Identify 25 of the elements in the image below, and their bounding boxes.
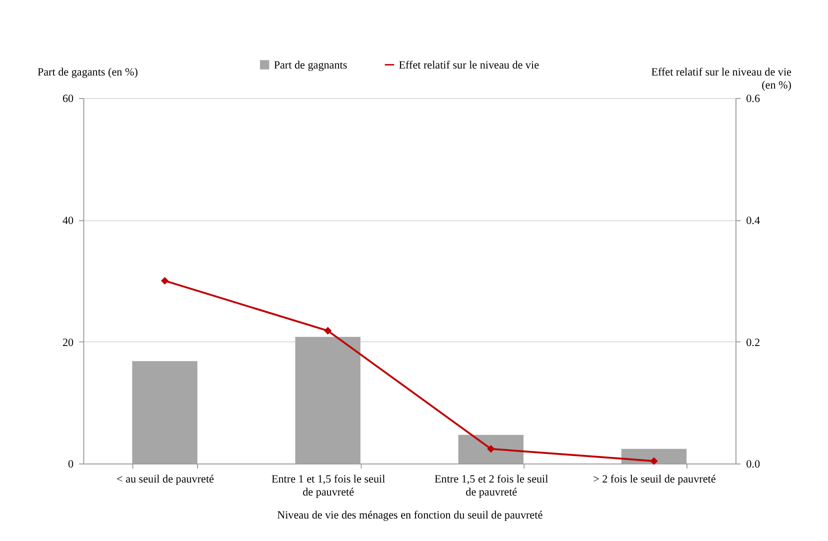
y-tick-label: 40 bbox=[62, 215, 74, 228]
x-tick-label: Entre 1 et 1,5 fois le seuil de pauvreté bbox=[271, 473, 386, 498]
point bbox=[161, 277, 168, 284]
point bbox=[487, 445, 494, 452]
x-tick-label: > 2 fois le seuil de pauvreté bbox=[593, 473, 716, 486]
y-tick-label: 60 bbox=[62, 93, 74, 106]
point bbox=[650, 458, 658, 465]
y2-axis-title: Effet relatif sur le niveau de vie (en %) bbox=[651, 66, 792, 92]
bar bbox=[621, 448, 687, 464]
y2-tick-label: 0.4 bbox=[746, 215, 760, 228]
point bbox=[324, 327, 332, 334]
x-tick-label: < au seuil de pauvreté bbox=[116, 473, 214, 486]
legend-label: Effet relatif sur le niveau de vie bbox=[398, 59, 540, 72]
y-axis-title: Part de gagants (en %) bbox=[37, 66, 138, 78]
y2-tick-label: 0.2 bbox=[746, 336, 760, 349]
y2-tick-label: 0.0 bbox=[746, 458, 760, 471]
bar bbox=[132, 361, 198, 464]
bar bbox=[458, 434, 524, 464]
y2-tick-label: 0.6 bbox=[746, 93, 760, 106]
x-tick-label: Entre 1,5 et 2 fois le seuil de pauvreté bbox=[434, 473, 548, 498]
y-tick-label: 20 bbox=[62, 336, 74, 349]
x-axis-title: Niveau de vie des ménages en fonction du seuil de pauvreté bbox=[277, 510, 543, 522]
legend-label: Part de gagnants bbox=[274, 59, 348, 72]
y-tick-label: 0 bbox=[68, 458, 74, 471]
bar bbox=[295, 336, 360, 464]
